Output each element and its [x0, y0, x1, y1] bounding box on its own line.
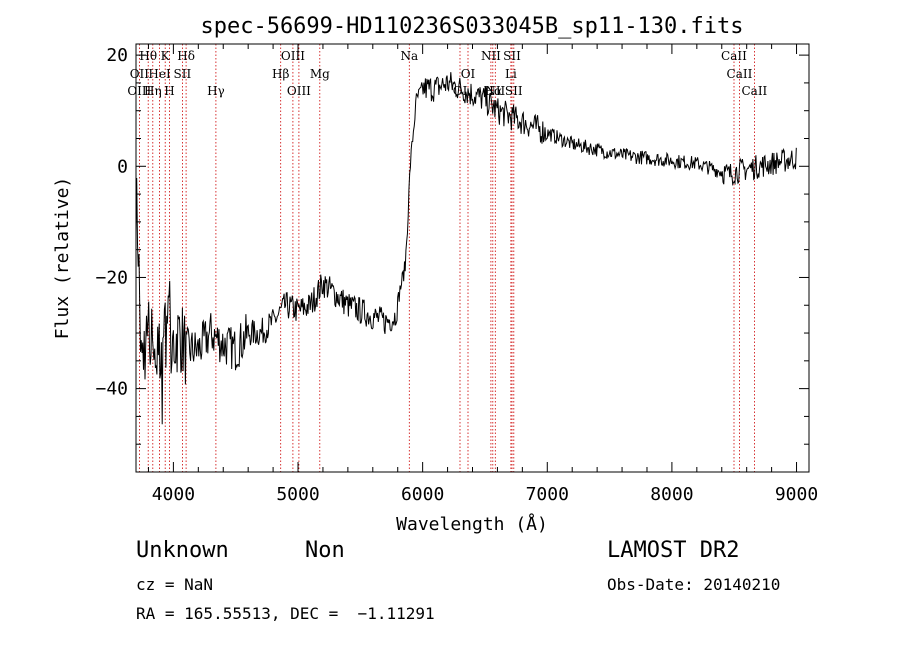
x-tick-label: 9000: [775, 484, 818, 505]
spectrum-series: [135, 72, 797, 425]
x-tick-label: 7000: [526, 484, 569, 505]
spectral-line-label: Hβ: [272, 67, 289, 81]
redshift-readout: cz = NaN: [136, 575, 214, 594]
x-tick-label: 6000: [401, 484, 444, 505]
spectral-line-label: H: [164, 84, 174, 98]
spectral-line-label: OI: [453, 84, 468, 98]
spectral-line-label: CaII: [727, 67, 753, 81]
axis-ticks: 4000 5000 6000 7000 8000 9000 −40 −20 0 20: [95, 44, 818, 505]
spectral-line-markers: [138, 44, 755, 472]
y-tick-label: 0: [117, 156, 128, 177]
spectral-line-label: CaII: [741, 84, 767, 98]
spectral-line-label: HeI: [148, 67, 171, 81]
spectral-line-label: SII: [174, 67, 192, 81]
spectral-line-label: OIII: [287, 84, 311, 98]
spectral-line-label: OIII: [127, 84, 151, 98]
x-tick-label: 5000: [276, 484, 319, 505]
observation-date: Obs-Date: 20140210: [607, 575, 781, 594]
spectral-line-label: OI: [461, 67, 476, 81]
object-type: Unknown: [136, 538, 229, 563]
coordinates-readout: RA = 165.55513, DEC = −1.11291: [136, 604, 435, 623]
spectral-line-label: CaII: [721, 49, 747, 63]
x-tick-label: 4000: [152, 484, 195, 505]
spectral-line-label: Na: [400, 49, 418, 63]
x-tick-label: 8000: [650, 484, 693, 505]
spectral-line-label: Li: [505, 67, 517, 81]
spectral-line-label: Hα: [484, 84, 503, 98]
spectral-line-label: SII: [503, 49, 521, 63]
spectral-line-label: NII: [481, 49, 501, 63]
survey-name: LAMOST DR2: [607, 538, 740, 563]
spectral-line-label: Hη: [144, 84, 162, 98]
spectral-line-label: Hθ: [139, 49, 157, 63]
spectral-line-label: NII: [485, 84, 505, 98]
y-tick-label: −40: [95, 379, 128, 400]
spectral-line-label: Mg: [310, 67, 330, 81]
y-axis-label: Flux (relative): [52, 177, 73, 340]
spectral-line-label: Hγ: [207, 84, 225, 98]
spectral-line-label: OII: [130, 67, 150, 81]
spectral-line-label: K: [161, 49, 171, 63]
y-tick-label: −20: [95, 267, 128, 288]
spectral-line-label: SII: [505, 84, 523, 98]
spectral-line-label: OIII: [281, 49, 305, 63]
y-tick-label: 20: [106, 45, 128, 66]
chart-title: spec-56699-HD110236S033045B_sp11-130.fit…: [200, 14, 743, 39]
x-axis-label: Wavelength (Å): [396, 513, 548, 535]
spectrum-line: [135, 72, 797, 425]
plot-frame: [135, 43, 810, 473]
spectral-line-label: Hδ: [177, 49, 195, 63]
object-subclass: Non: [305, 538, 345, 563]
